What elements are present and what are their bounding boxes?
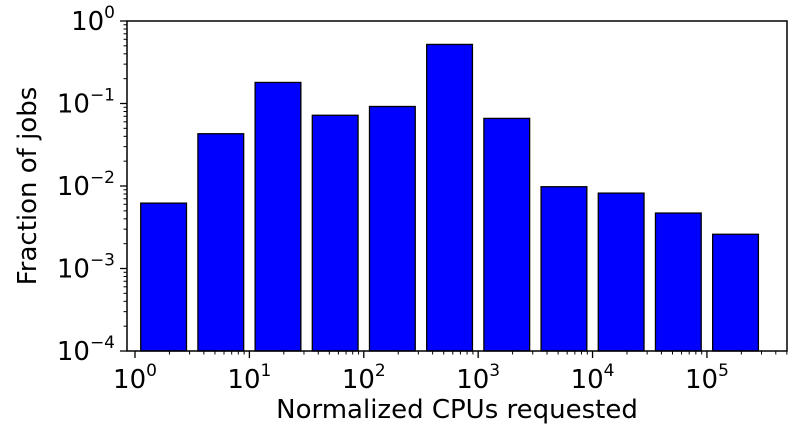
x-tick-label: 100 <box>113 361 157 395</box>
x-tick-label: 105 <box>685 361 729 395</box>
bar-6 <box>483 117 531 352</box>
x-tick-label: 103 <box>456 361 500 395</box>
bar-0 <box>140 202 188 352</box>
x-tick-label: 101 <box>227 361 271 395</box>
y-axis: 100 10−1 10−2 10−3 10−4 <box>57 3 127 367</box>
x-tick-label: 102 <box>342 361 386 395</box>
bar-7 <box>540 186 588 352</box>
x-axis: 100 101 102 103 104 105 <box>113 351 788 395</box>
x-axis-label: Normalized CPUs requested <box>276 395 638 425</box>
y-tick-label: 10−3 <box>57 251 115 285</box>
y-tick-label: 100 <box>71 3 115 37</box>
y-tick-label: 10−1 <box>57 86 115 120</box>
y-axis-label: Fraction of jobs <box>13 87 43 286</box>
y-tick-label: 10−2 <box>57 168 115 202</box>
bar-3 <box>311 114 359 352</box>
bar-8 <box>597 192 645 352</box>
bar-10 <box>711 233 760 352</box>
bar-1 <box>197 133 245 352</box>
bar-9 <box>654 212 702 352</box>
bars <box>140 43 760 352</box>
y-tick-label: 10−4 <box>57 333 115 367</box>
bar-2 <box>254 81 302 352</box>
x-tick-label: 104 <box>571 361 615 395</box>
bar-5 <box>426 43 474 352</box>
bar-4 <box>368 105 416 352</box>
